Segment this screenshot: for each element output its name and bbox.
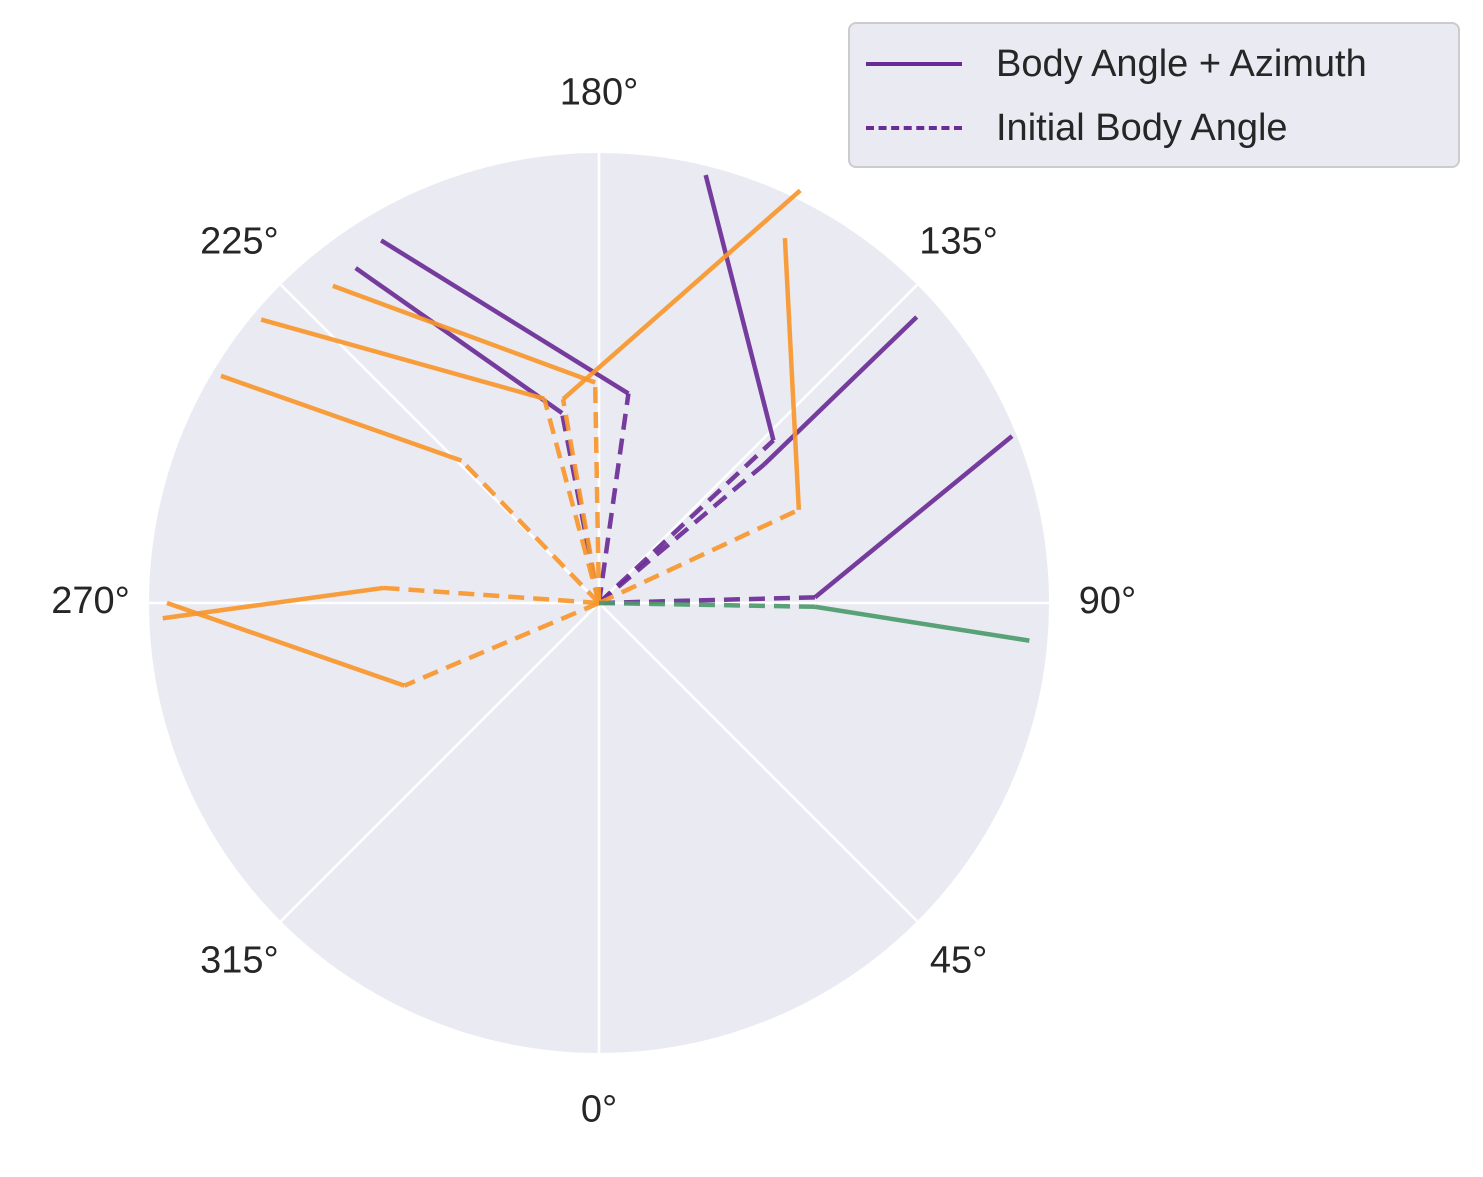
series-initial-body-angle-segment xyxy=(459,459,601,605)
series-body-angle-azimuth-segment xyxy=(813,434,1014,600)
gridline-theta xyxy=(598,283,919,604)
legend-label: Body Angle + Azimuth xyxy=(996,42,1367,85)
series-initial-body-angle-segment xyxy=(403,600,600,688)
series-body-angle-azimuth-segment xyxy=(260,317,545,401)
series-initial-body-angle-segment xyxy=(592,382,602,604)
series-body-angle-azimuth-segment xyxy=(379,238,630,396)
legend-item-initial-body-angle: Initial Body Angle xyxy=(866,106,1288,149)
legend-label: Initial Body Angle xyxy=(996,106,1288,149)
series-body-angle-azimuth-segment xyxy=(166,600,406,688)
series-initial-body-angle-segment xyxy=(598,507,800,606)
series-body-angle-azimuth-segment xyxy=(561,188,802,401)
theta-tick-label: 0° xyxy=(581,1089,617,1131)
series-initial-body-angle-segment xyxy=(542,398,602,604)
legend-swatch-dashed xyxy=(866,108,962,148)
series-initial-body-angle-segment xyxy=(596,393,631,604)
series-initial-body-angle-segment xyxy=(383,585,600,606)
gridline-theta xyxy=(598,602,919,923)
series-body-angle-azimuth-segment xyxy=(354,266,564,415)
series-body-angle-azimuth-segment xyxy=(220,373,463,463)
series-initial-body-angle-segment xyxy=(597,462,766,605)
legend-item-body-angle-azimuth: Body Angle + Azimuth xyxy=(866,42,1367,85)
theta-tick-label: 90° xyxy=(1079,580,1136,622)
theta-tick-label: 45° xyxy=(930,940,987,982)
series-body-angle-azimuth-segment xyxy=(332,283,596,385)
series-initial-body-angle-segment xyxy=(560,398,602,604)
series-body-angle-azimuth-segment xyxy=(762,315,919,466)
theta-tick-label: 315° xyxy=(200,940,279,982)
theta-tick-label: 225° xyxy=(200,220,279,262)
theta-tick-label: 180° xyxy=(560,72,639,114)
series-body-angle-azimuth-segment xyxy=(703,174,776,441)
gridline-theta xyxy=(279,602,600,923)
series-body-angle-azimuth-segment xyxy=(814,604,1030,643)
plot-area: 0° 45° 90° 135° 180° 225° 270° 315° xyxy=(51,72,1136,1131)
legend-swatch-solid xyxy=(866,44,962,84)
series-initial-body-angle-segment xyxy=(598,600,816,610)
theta-tick-label: 270° xyxy=(51,580,130,622)
series-body-angle-azimuth-segment xyxy=(782,238,802,510)
theta-tick-label: 135° xyxy=(919,220,998,262)
legend: Body Angle + Azimuth Initial Body Angle xyxy=(848,22,1460,168)
